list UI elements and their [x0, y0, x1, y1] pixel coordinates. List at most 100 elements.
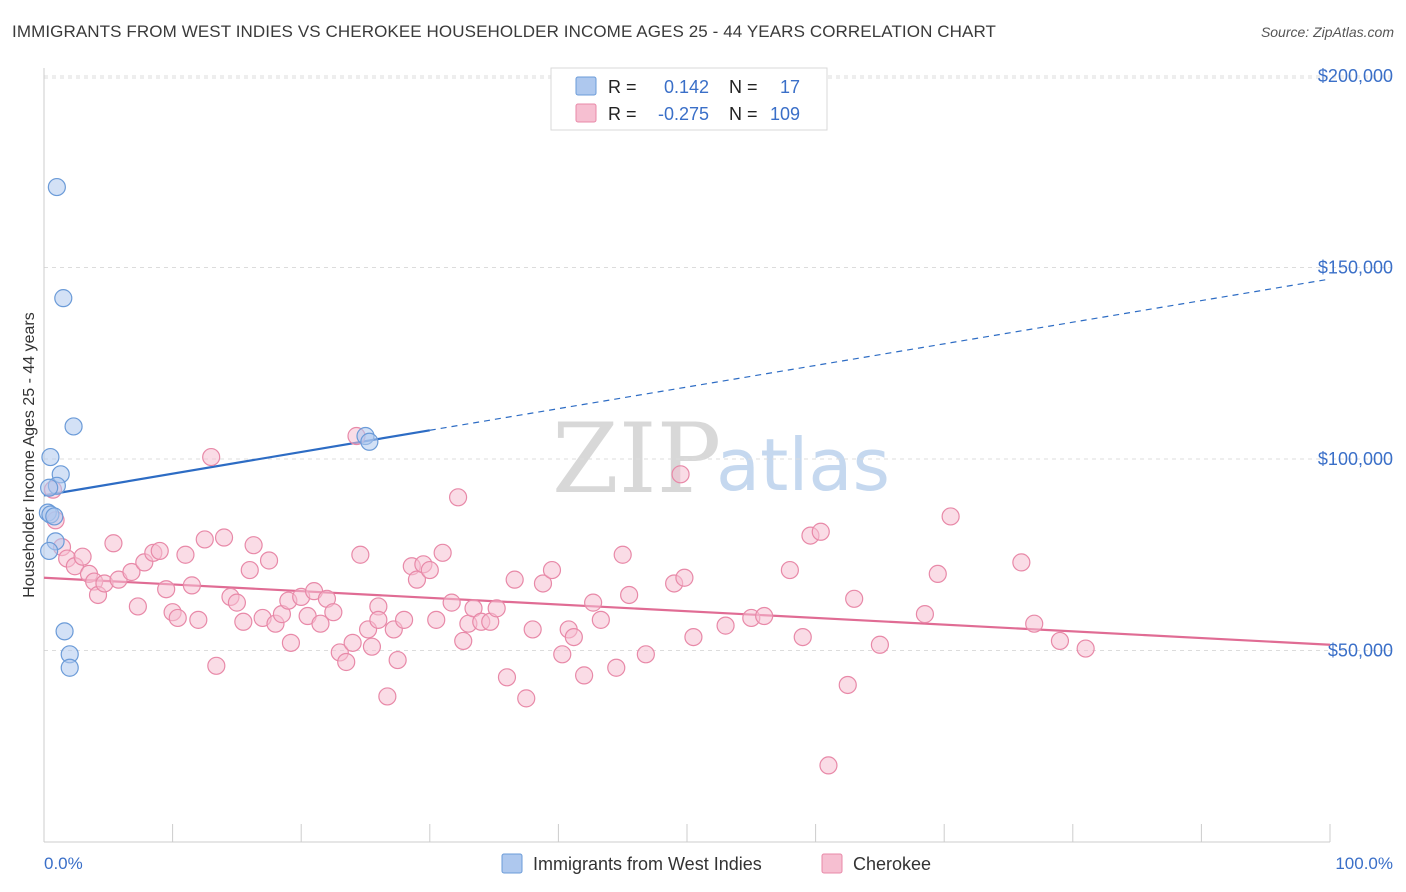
point-cherokee — [227, 593, 246, 612]
legend-n-value: 17 — [780, 77, 800, 97]
point-cherokee — [1012, 553, 1031, 572]
point-cherokee — [517, 689, 536, 708]
legend-box — [550, 67, 828, 131]
point-cherokee — [755, 606, 774, 626]
point-cherokee — [505, 570, 524, 589]
legend-r-label: R = — [608, 77, 637, 97]
point-cherokee — [613, 545, 632, 564]
legend-n-label: N = — [729, 104, 758, 124]
point-cherokee — [128, 597, 147, 616]
point-cherokee — [553, 645, 572, 664]
point-cherokee — [202, 447, 221, 467]
y-axis-label: Householder Income Ages 25 - 44 years — [21, 312, 38, 598]
point-cherokee — [584, 593, 603, 612]
point-cherokee — [487, 599, 506, 618]
y-tick-label: $50,000 — [1328, 641, 1393, 661]
point-cherokee — [281, 633, 301, 652]
chart-title: IMMIGRANTS FROM WEST INDIES VS CHEROKEE … — [12, 22, 997, 41]
point-west-indies — [45, 507, 64, 526]
legend-n-label: N = — [729, 77, 758, 97]
legend-swatch-west-indies — [575, 76, 597, 96]
point-cherokee — [104, 534, 123, 553]
point-cherokee — [575, 666, 594, 685]
point-cherokee — [195, 530, 214, 549]
point-cherokee — [433, 543, 452, 562]
point-cherokee — [684, 627, 703, 647]
point-cherokee — [1025, 614, 1044, 633]
point-cherokee — [378, 687, 397, 706]
legend-bottom-label-west-indies: Immigrants from West Indies — [533, 854, 762, 874]
point-cherokee — [448, 488, 468, 507]
point-cherokee — [73, 547, 92, 566]
point-cherokee — [343, 633, 362, 652]
point-cherokee — [150, 541, 169, 561]
point-cherokee — [157, 580, 176, 599]
watermark-atlas: atlas — [716, 423, 890, 507]
point-west-indies — [55, 622, 74, 641]
point-cherokee — [941, 507, 960, 526]
point-cherokee — [533, 574, 553, 593]
point-cherokee — [675, 568, 694, 587]
point-cherokee — [176, 545, 195, 564]
point-cherokee — [542, 560, 562, 580]
legend-bottom-label-cherokee: Cherokee — [853, 854, 931, 874]
legend-r-label: R = — [608, 104, 637, 124]
point-cherokee — [189, 610, 208, 629]
point-cherokee — [671, 465, 690, 484]
point-cherokee — [442, 593, 461, 612]
point-cherokee — [394, 610, 414, 629]
point-west-indies — [60, 658, 79, 677]
point-cherokee — [870, 635, 890, 654]
point-cherokee — [420, 560, 439, 580]
point-west-indies — [40, 478, 59, 497]
point-cherokee — [819, 756, 838, 775]
point-cherokee — [591, 610, 610, 629]
point-cherokee — [1076, 639, 1095, 658]
x-tick-labels: 0.0% 100.0% — [44, 854, 1393, 873]
chart-source: Source: ZipAtlas.com — [1260, 24, 1394, 40]
point-cherokee — [454, 631, 473, 651]
point-cherokee — [636, 645, 655, 664]
point-cherokee — [234, 612, 253, 631]
point-cherokee — [362, 637, 382, 656]
point-cherokee — [168, 608, 187, 628]
legend-top: R = 0.142 N = 17 R = -0.275 N = 109 — [550, 67, 828, 131]
trend-line-west-indies-projection — [429, 278, 1331, 431]
point-west-indies — [41, 447, 60, 467]
point-cherokee — [240, 560, 259, 580]
point-cherokee — [337, 652, 356, 672]
point-cherokee — [523, 620, 542, 639]
x-tick-label: 100.0% — [1335, 854, 1393, 873]
y-tick-label: $200,000 — [1318, 66, 1393, 86]
legend-bottom-swatch-west-indies — [501, 853, 523, 874]
point-cherokee — [845, 589, 864, 608]
point-cherokee — [464, 599, 483, 618]
point-cherokee — [122, 562, 141, 582]
point-cherokee — [928, 564, 947, 584]
point-cherokee — [780, 560, 799, 580]
point-west-indies — [47, 177, 66, 197]
point-cherokee — [244, 536, 263, 555]
y-tick-label: $150,000 — [1318, 258, 1393, 278]
point-west-indies — [40, 541, 59, 561]
legend-r-value: 0.142 — [664, 77, 709, 97]
point-cherokee — [793, 627, 812, 647]
point-cherokee — [388, 650, 407, 670]
point-cherokee — [1050, 631, 1070, 651]
legend-r-value: -0.275 — [658, 104, 709, 124]
point-cherokee — [564, 627, 583, 647]
legend-row-cherokee: R = -0.275 N = 109 — [575, 103, 800, 124]
data-points — [38, 177, 1095, 775]
point-cherokee — [324, 603, 343, 622]
point-cherokee — [182, 576, 201, 595]
legend-swatch-cherokee — [575, 103, 597, 123]
legend-row-west-indies: R = 0.142 N = 17 — [575, 76, 800, 97]
point-cherokee — [311, 614, 330, 633]
point-west-indies — [64, 417, 83, 436]
point-cherokee — [716, 616, 735, 635]
point-west-indies — [360, 432, 379, 451]
point-cherokee — [351, 545, 370, 564]
y-tick-labels: $50,000 $100,000 $150,000 $200,000 — [1318, 66, 1393, 661]
legend-bottom-swatch-cherokee — [821, 853, 843, 874]
point-cherokee — [620, 585, 639, 605]
